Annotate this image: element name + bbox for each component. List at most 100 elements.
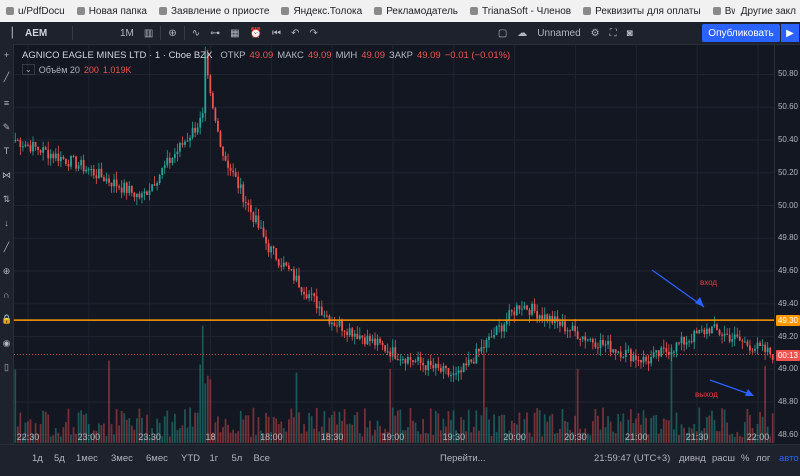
- log-toggle[interactable]: лог: [756, 453, 771, 464]
- bookmark-item[interactable]: TrianaSoft - Членов: [464, 6, 577, 17]
- snapshot-icon[interactable]: ◙: [626, 27, 633, 39]
- candle-body: [743, 341, 746, 343]
- long-position-icon[interactable]: ↓: [4, 218, 9, 228]
- prediction-icon[interactable]: ⇅: [2, 194, 11, 204]
- compare-icon[interactable]: ∿: [191, 27, 201, 39]
- play-icon[interactable]: ▶: [781, 24, 799, 42]
- range-6мес[interactable]: 6мес: [146, 453, 168, 464]
- lock-icon[interactable]: 🔒: [1, 314, 13, 324]
- candle-body: [348, 328, 351, 336]
- volume-bar: [493, 414, 495, 443]
- price-axis[interactable]: 50.80 50.60 50.40 50.20 50.00 49.80 49.60 49.40…: [774, 45, 800, 443]
- divider: [160, 26, 162, 40]
- candle-body: [371, 338, 374, 342]
- candle-body: [57, 153, 60, 162]
- bookmark-item[interactable]: Реквизиты для оплаты: [577, 6, 707, 17]
- volume-bar: [434, 410, 437, 443]
- auto-toggle[interactable]: авто: [779, 453, 799, 464]
- pattern-icon[interactable]: ⋈: [2, 170, 11, 180]
- range-1д[interactable]: 1д: [32, 453, 43, 464]
- volume-bar: [257, 417, 260, 443]
- range-1мес[interactable]: 1мес: [76, 453, 98, 464]
- candle-body: [526, 305, 528, 310]
- trendline-icon[interactable]: ╱: [3, 72, 10, 82]
- cloud-icon[interactable]: ☁: [517, 27, 528, 39]
- candle-body: [59, 156, 62, 162]
- candle-body: [353, 333, 356, 337]
- range-3мес[interactable]: 3мес: [111, 453, 133, 464]
- layout-name[interactable]: Unnamed: [532, 22, 585, 44]
- range-5л[interactable]: 5л: [231, 453, 243, 464]
- change-value: −0.01 (−0.01%): [444, 50, 511, 61]
- range-1г[interactable]: 1г: [209, 453, 219, 464]
- volume-bar: [523, 419, 526, 443]
- volume-bar: [488, 419, 490, 443]
- candle-body: [24, 144, 27, 147]
- other-bookmarks[interactable]: Другие закл: [734, 0, 800, 22]
- candle-body: [103, 177, 105, 182]
- undo-icon[interactable]: ↶: [291, 27, 300, 39]
- volume-bar: [508, 430, 511, 443]
- volume-bar: [581, 432, 584, 443]
- alert-icon[interactable]: ⏰: [249, 27, 263, 39]
- range-5д[interactable]: 5д: [54, 453, 65, 464]
- replay-icon[interactable]: ⏮: [272, 27, 282, 39]
- redo-icon[interactable]: ↷: [309, 27, 318, 39]
- fib-icon[interactable]: ≡: [3, 98, 10, 108]
- bookmark-item[interactable]: u/PdfDocu: [0, 6, 71, 17]
- range-YTD[interactable]: YTD: [181, 453, 200, 464]
- clock: 21:59:47 (UTC+3): [594, 453, 671, 464]
- brush-icon[interactable]: ✎: [2, 122, 11, 132]
- layout-toggle-icon[interactable]: ▢: [497, 27, 508, 39]
- time-tick-label: 23:30: [138, 432, 161, 442]
- bookmark-icon: [281, 7, 290, 15]
- magnet-icon[interactable]: ∩: [3, 290, 10, 300]
- candle-body: [640, 360, 642, 363]
- eye-icon[interactable]: ◉: [2, 338, 11, 348]
- time-axis[interactable]: 22:30 23:00 23:30 18 18:00 18:30 19:00 19:30 20:…: [14, 432, 774, 444]
- extended-hours-toggle[interactable]: расш: [712, 453, 735, 464]
- fullscreen-icon[interactable]: ⛶: [609, 27, 617, 39]
- menu-icon[interactable]: ▕: [5, 27, 13, 39]
- add-indicator-icon[interactable]: ⊕: [168, 27, 177, 39]
- settings-icon[interactable]: ⚙: [590, 27, 600, 39]
- candle-body: [351, 328, 354, 337]
- percent-toggle[interactable]: %: [741, 453, 750, 464]
- volume-bar: [120, 410, 123, 443]
- interval-button[interactable]: 1M: [115, 22, 139, 44]
- volume-bar: [394, 415, 397, 443]
- candle-body: [108, 178, 110, 183]
- symbol-search[interactable]: AEM: [20, 22, 70, 44]
- candle-body: [394, 347, 397, 359]
- publish-button[interactable]: Опубликовать: [702, 24, 780, 42]
- bookmark-label: Новая папка: [88, 5, 147, 17]
- collapse-icon[interactable]: ⌄: [22, 64, 35, 75]
- candle-body: [176, 151, 179, 155]
- candle-body: [87, 169, 90, 171]
- measure-icon[interactable]: ╱: [3, 242, 10, 252]
- range-Все[interactable]: Все: [253, 453, 270, 464]
- bookmark-item[interactable]: Яндекс.Толока: [275, 6, 368, 17]
- volume-bar: [640, 424, 642, 443]
- volume-bar: [328, 417, 331, 443]
- bookmark-item[interactable]: Заявление о приосте: [153, 6, 275, 17]
- bookmark-item[interactable]: Новая папка: [71, 6, 153, 17]
- chart-type-icon[interactable]: ▥: [143, 27, 154, 39]
- bookmark-item[interactable]: Рекламодатель: [368, 6, 464, 17]
- text-icon[interactable]: T: [3, 146, 10, 156]
- goto-button[interactable]: Перейти...: [440, 453, 486, 464]
- volume-bar: [189, 407, 191, 443]
- time-tick-label: 19:30: [442, 432, 466, 442]
- volume-bar: [728, 434, 731, 443]
- trash-icon[interactable]: ▯: [4, 362, 9, 372]
- adjust-dividends-toggle[interactable]: дивнд: [679, 453, 706, 464]
- open-value: 49.09: [249, 50, 274, 61]
- crosshair-icon[interactable]: +: [3, 50, 10, 60]
- volume-bar: [548, 415, 551, 443]
- candle-body: [320, 306, 323, 316]
- templates-icon[interactable]: ▦: [230, 27, 240, 39]
- volume-bar: [229, 432, 232, 443]
- zoom-icon[interactable]: ⊕: [2, 266, 11, 276]
- price-chart[interactable]: [14, 45, 774, 443]
- indicators-icon[interactable]: ⊶: [210, 27, 221, 39]
